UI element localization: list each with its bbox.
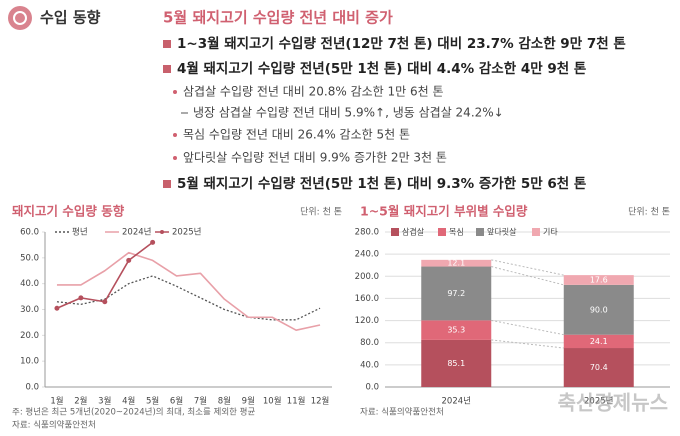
bullet-text: 1~3월 돼지고기 수입량 전년(12만 7천 톤) 대비 23.7% 감소한 … <box>177 35 626 52</box>
bar-segment <box>421 266 492 321</box>
line-series <box>56 275 321 321</box>
bar-segment <box>421 339 492 387</box>
x-tick-label: 2월 <box>74 396 87 407</box>
bullet-text: 5월 돼지고기 수입량 전년(5만 1천 톤) 대비 9.3% 증가한 5만 6… <box>177 175 586 192</box>
bullet-text: 4월 돼지고기 수입량 전년(5만 1천 톤) 대비 4.4% 감소한 4만 9… <box>177 60 586 77</box>
legend-label: 평년 <box>72 227 88 238</box>
note: 자료: 식품의약품안전처 <box>12 420 96 431</box>
chart-title: 1~5월 돼지고기 부위별 수입량 <box>360 204 528 219</box>
value-label: 24.1 <box>590 337 608 346</box>
section-icon <box>8 6 32 30</box>
y-tick-label: 10.0 <box>20 357 39 367</box>
line-series <box>56 251 321 331</box>
x-tick-label: 4월 <box>122 396 135 407</box>
x-tick-label: 12월 <box>311 396 330 407</box>
unit-label: 단위: 천 톤 <box>300 207 342 218</box>
x-tick-label: 9월 <box>242 396 255 407</box>
value-label: 97.2 <box>447 289 465 298</box>
legend-label: 기타 <box>543 228 558 237</box>
x-tick-label: 10월 <box>263 396 282 407</box>
legend-swatch <box>532 228 540 236</box>
value-label: 17.6 <box>590 275 608 284</box>
x-tick-label: 2025년 <box>584 396 613 407</box>
y-tick-label: 40.0 <box>360 360 379 370</box>
y-tick-label: 80.0 <box>360 338 379 348</box>
x-tick-label: 5월 <box>146 396 159 407</box>
y-tick-label: 160.0 <box>355 294 379 304</box>
y-tick-label: 50.0 <box>20 253 39 263</box>
legend-label: 앞다릿살 <box>487 227 517 237</box>
legend-marker <box>160 230 164 234</box>
connector <box>491 259 564 276</box>
value-label: 90.0 <box>590 305 608 314</box>
bullet-square <box>163 180 171 188</box>
y-tick-label: 240.0 <box>355 250 379 260</box>
legend-label: 2024년 <box>122 227 151 238</box>
y-tick-label: 120.0 <box>355 316 379 326</box>
bullet-text: 앞다릿살 수입량 전년 대비 9.9% 증가한 2만 3천 톤 <box>183 150 447 165</box>
section-icon-inner <box>13 11 27 25</box>
x-tick-label: 6월 <box>170 396 183 407</box>
chart-title: 돼지고기 수입량 동향 <box>12 204 125 219</box>
y-tick-label: 20.0 <box>20 331 39 341</box>
legend-swatch <box>391 228 399 236</box>
bullet-square <box>163 40 171 48</box>
x-tick-label: 1월 <box>50 396 63 407</box>
bar-segment <box>563 284 634 335</box>
bullet-text: 삼겹살 수입량 전년 대비 20.8% 감소한 1만 6천 톤 <box>183 84 444 99</box>
legend-label: 목심 <box>449 227 464 237</box>
y-tick-label: 0.0 <box>365 383 379 393</box>
line-series <box>56 241 154 309</box>
headline: 5월 돼지고기 수입량 전년 대비 증가 <box>163 9 393 27</box>
bullet-dot <box>173 90 177 94</box>
y-tick-label: 280.0 <box>355 228 379 238</box>
bar-segment <box>563 334 634 349</box>
bullet-square <box>163 65 171 73</box>
note: 주: 평년은 최근 5개년(2020~2024년)의 최대, 최소를 제외한 평… <box>12 407 255 418</box>
bullet-text: 목심 수입량 전년 대비 26.4% 감소한 5천 톤 <box>183 127 410 142</box>
value-label: 70.4 <box>590 363 608 372</box>
unit-label: 단위: 천 톤 <box>628 207 670 218</box>
y-tick-label: 0.0 <box>25 383 39 393</box>
value-label: 12.1 <box>447 259 465 268</box>
legend-label: 2025년 <box>172 227 201 238</box>
bar-segment <box>421 320 492 340</box>
bullet-dot <box>173 133 177 137</box>
x-tick-label: 8월 <box>218 396 231 407</box>
bullet-dot <box>173 156 177 160</box>
section-title: 수입 동향 <box>40 9 101 27</box>
y-tick-label: 200.0 <box>355 272 379 282</box>
y-tick-label: 40.0 <box>20 279 39 289</box>
connector <box>491 339 564 349</box>
legend-label: 삼겹살 <box>402 227 425 237</box>
y-tick-label: 30.0 <box>20 305 39 315</box>
value-label: 85.1 <box>447 359 465 368</box>
legend-swatch <box>438 228 446 236</box>
legend-swatch <box>476 228 484 236</box>
bar-segment <box>421 259 492 267</box>
bar-segment <box>563 275 634 285</box>
bar-segment <box>563 348 634 387</box>
value-label: 35.3 <box>447 326 465 335</box>
x-tick-label: 11월 <box>287 396 306 407</box>
x-tick-label: 7월 <box>194 396 207 407</box>
x-tick-label: 2024년 <box>442 396 471 407</box>
watermark: 축산경제뉴스 <box>558 391 668 415</box>
connector <box>491 266 564 286</box>
bullet-text: 냉장 삼겹살 수입량 전년 대비 5.9%↑, 냉동 삼겹살 24.2%↓ <box>193 106 504 120</box>
connector <box>491 319 564 336</box>
x-tick-label: 3월 <box>98 396 111 407</box>
y-tick-label: 60.0 <box>20 228 39 238</box>
note: 자료: 식품의약품안전처 <box>360 407 444 418</box>
